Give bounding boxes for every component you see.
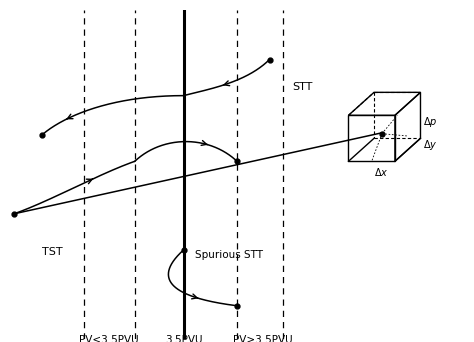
Text: $\Delta p$: $\Delta p$ [423, 115, 437, 129]
Text: STT: STT [293, 82, 313, 92]
Text: $\Delta x$: $\Delta x$ [374, 166, 389, 178]
Text: TST: TST [42, 247, 63, 256]
Text: PV<3.5PVU: PV<3.5PVU [80, 335, 139, 342]
Text: Spurious STT: Spurious STT [195, 250, 263, 260]
Text: 3.5PVU: 3.5PVU [165, 335, 202, 342]
Text: PV>3.5PVU: PV>3.5PVU [233, 335, 292, 342]
Text: $\Delta y$: $\Delta y$ [423, 138, 438, 152]
